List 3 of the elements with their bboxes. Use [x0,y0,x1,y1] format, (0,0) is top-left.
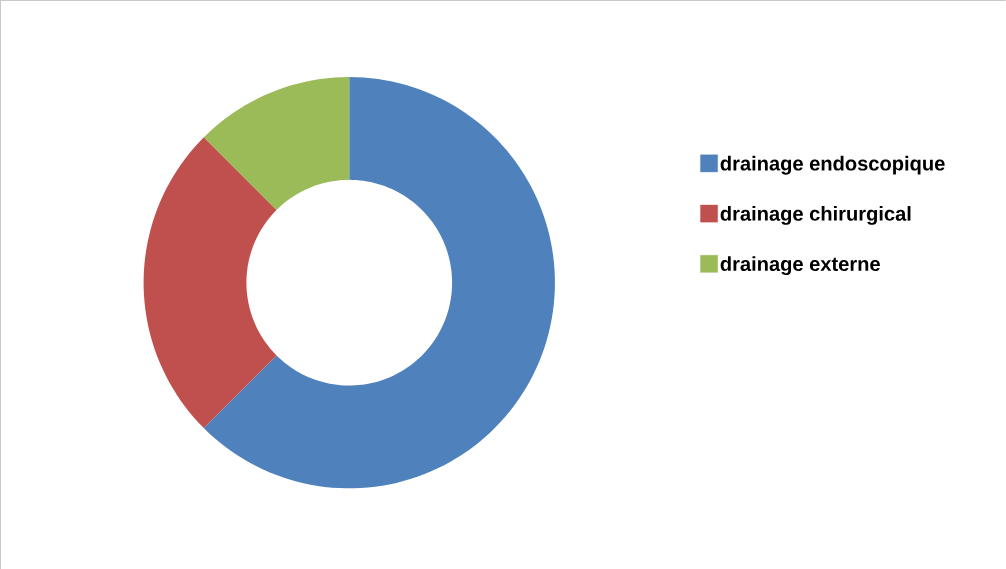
legend-label: drainage externe [720,256,880,275]
legend-label: drainage chirurgical [720,205,911,225]
legend-label: drainage endoscopique [720,155,945,175]
